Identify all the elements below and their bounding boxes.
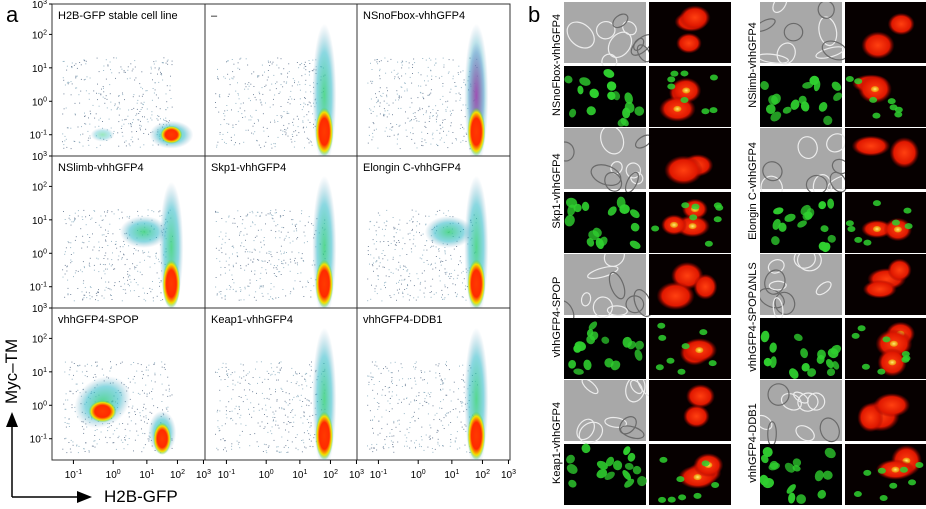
y-tick-label: 10-1: [30, 130, 47, 142]
x-tick-label: 103: [501, 469, 516, 481]
y-tick-label: 10-1: [30, 434, 47, 446]
y-tick-label: 103: [32, 0, 47, 11]
plot-panel: Elongin C-vhhGFP4: [356, 155, 511, 309]
y-tick-label: 102: [32, 29, 47, 41]
flow-cytometry-grid: H2B-GFP stable cell line 10-1 100 101 102 103…: [30, 0, 516, 481]
plot-label: NSlimb-vhhGFP4: [58, 162, 144, 174]
plot-label: vhhGFP4-DDB1: [363, 314, 442, 326]
condition-block: vhhGFP4-DDB1: [747, 380, 926, 505]
condition-label: Elongin C-vhhGFP4: [747, 142, 759, 240]
brightfield-image: [564, 254, 646, 315]
x-tick-label: 101: [444, 469, 459, 481]
plot-label: vhhGFP4-SPOP: [58, 314, 139, 326]
scatter-points: [215, 327, 337, 460]
condition-label: vhhGFP4-SPOPΔNLS: [747, 262, 759, 371]
x-tick-label: 101: [292, 469, 307, 481]
plot-label: –: [211, 10, 218, 22]
condition-block: Keap1-vhhGFP4: [551, 380, 731, 505]
condition-label: Keap1-vhhGFP4: [551, 402, 563, 484]
x-tick-label: 10-1: [218, 469, 235, 481]
brightfield-image: [564, 2, 646, 63]
scatter-points: [367, 23, 489, 156]
y-tick-label: 100: [32, 400, 47, 412]
condition-label: NSnoFbox-vhhGFP4: [551, 14, 563, 116]
x-tick-label: 103: [349, 469, 364, 481]
brightfield-image: [760, 254, 842, 315]
plot-label: Keap1-vhhGFP4: [211, 314, 293, 326]
plot-panel: vhhGFP4-SPOP 10-1 100 101 102 103 10-1 100 101 10…: [30, 303, 211, 481]
y-tick-label: 101: [32, 63, 47, 75]
panel-b-letter: b: [528, 2, 540, 27]
x-tick-label: 102: [475, 469, 490, 481]
plot-label: Skp1-vhhGFP4: [211, 162, 286, 174]
plot-frame: [51, 307, 206, 461]
plot-label: H2B-GFP stable cell line: [58, 10, 178, 22]
y-tick-label: 101: [32, 215, 47, 227]
condition-block: vhhGFP4-SPOP: [551, 254, 731, 379]
scatter-points: [62, 181, 184, 308]
condition-label: vhhGFP4-DDB1: [747, 403, 759, 482]
plot-panel: vhhGFP4-DDB1 10-1 100 101 102 103: [356, 307, 516, 481]
plot-panel: H2B-GFP stable cell line 10-1 100 101 102 103: [30, 0, 206, 157]
plot-panel: NSnoFbox-vhhGFP4: [356, 3, 511, 157]
x-tick-label: 101: [139, 469, 154, 481]
y-tick-label: 10-1: [30, 282, 47, 294]
scatter-points: [367, 327, 489, 460]
plot-panel: Skp1-vhhGFP4: [204, 155, 359, 309]
plot-panel: –: [204, 3, 359, 157]
scatter-points: [215, 175, 337, 308]
y-tick-label: 102: [32, 181, 47, 193]
plot-panel: Keap1-vhhGFP4 10-1 100 101 102 103: [204, 307, 364, 481]
y-tick-label: 101: [32, 367, 47, 379]
condition-block: Skp1-vhhGFP4: [551, 128, 731, 253]
condition-block: Elongin C-vhhGFP4: [747, 128, 926, 253]
x-tick-label: 103: [196, 469, 211, 481]
panel-a-letter: a: [6, 2, 19, 27]
x-tick-label: 10-1: [370, 469, 387, 481]
x-tick-label: 102: [170, 469, 185, 481]
y-axis-arrow: [6, 412, 92, 503]
scatter-points: [62, 57, 194, 150]
plot-panel: NSlimb-vhhGFP4 10-1 100 101 102 103: [30, 151, 206, 309]
scatter-points: [62, 361, 177, 455]
condition-label: NSlimb-vhhGFP4: [747, 22, 759, 108]
scatter-points: [215, 23, 337, 156]
x-axis-label: H2B-GFP: [104, 487, 178, 506]
y-tick-label: 102: [32, 333, 47, 345]
condition-label: Skp1-vhhGFP4: [551, 153, 563, 228]
microscopy-grid: NSnoFbox-vhhGFP4 NSlimb-vhhGFP4 Skp1-vhhGF…: [551, 2, 926, 505]
y-axis-label: Myc–TM: [2, 339, 21, 404]
condition-label: vhhGFP4-SPOP: [551, 277, 563, 358]
condition-block: vhhGFP4-SPOPΔNLS: [747, 254, 926, 379]
plot-label: Elongin C-vhhGFP4: [363, 162, 461, 174]
brightfield-image: [760, 2, 842, 63]
y-tick-label: 103: [32, 303, 47, 315]
y-tick-label: 100: [32, 248, 47, 260]
x-tick-label: 10-1: [65, 469, 82, 481]
scatter-points: [367, 175, 489, 308]
brightfield-image: [564, 380, 646, 441]
y-tick-label: 100: [32, 96, 47, 108]
x-tick-label: 100: [411, 469, 426, 481]
condition-block: NSlimb-vhhGFP4: [747, 2, 926, 127]
x-tick-label: 100: [259, 469, 274, 481]
condition-block: NSnoFbox-vhhGFP4: [551, 2, 731, 127]
x-tick-label: 102: [323, 469, 338, 481]
plot-label: NSnoFbox-vhhGFP4: [363, 10, 465, 22]
x-tick-label: 100: [106, 469, 121, 481]
y-tick-label: 103: [32, 151, 47, 163]
brightfield-image: [760, 380, 842, 441]
